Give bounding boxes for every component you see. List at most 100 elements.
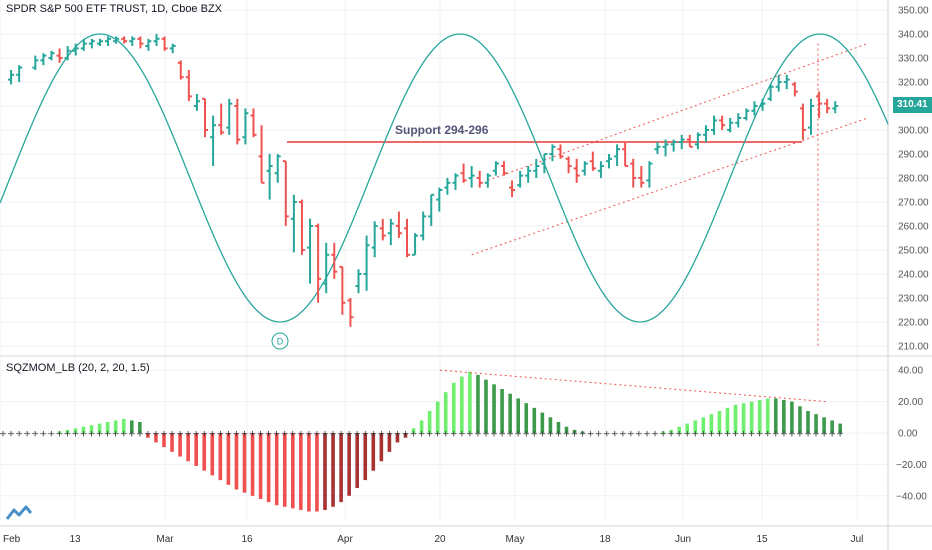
squeeze-dot: + — [740, 430, 748, 440]
squeeze-dot: + — [370, 430, 378, 440]
histogram-bar — [146, 433, 150, 438]
histogram-bar — [323, 433, 327, 510]
histogram-bar — [733, 404, 738, 433]
squeeze-dot: + — [651, 430, 659, 440]
histogram-bar — [790, 401, 794, 433]
squeeze-dot: + — [160, 430, 168, 440]
y-tick-label: 20.00 — [898, 397, 923, 408]
histogram-bar — [226, 433, 231, 485]
squeeze-dot: + — [643, 430, 651, 440]
x-tick-label: Mar — [156, 534, 174, 545]
squeeze-dot: + — [764, 430, 772, 440]
cycle-curve — [0, 33, 889, 323]
histogram-bar — [564, 426, 569, 433]
histogram-bar — [427, 411, 432, 433]
histogram-bar — [121, 418, 126, 433]
squeeze-dot: + — [144, 430, 152, 440]
y-tick-label: −20.00 — [896, 460, 927, 471]
histogram-bar — [452, 382, 456, 433]
histogram-bar — [709, 414, 714, 433]
histogram-bar — [315, 433, 319, 512]
trend-channel-upper — [487, 43, 868, 181]
squeeze-dot: + — [812, 430, 820, 440]
x-tick-label: Jul — [851, 534, 864, 545]
histogram-bar — [443, 392, 448, 433]
histogram-bar — [371, 433, 376, 471]
squeeze-dot: + — [836, 430, 844, 440]
histogram-bar — [186, 433, 190, 462]
histogram-bar — [73, 428, 78, 433]
histogram-bar — [532, 407, 537, 433]
squeeze-dot: + — [780, 430, 788, 440]
squeeze-dot: + — [514, 430, 522, 440]
y-tick-label: 280.00 — [898, 174, 929, 185]
histogram-bar — [765, 398, 770, 433]
squeeze-dot: + — [96, 430, 104, 440]
histogram-bar — [822, 417, 826, 433]
y-tick-label: 260.00 — [898, 222, 929, 233]
squeeze-dot: + — [482, 430, 490, 440]
squeeze-dot: + — [289, 430, 297, 440]
histogram-bar — [258, 433, 263, 499]
squeeze-dot: + — [48, 430, 56, 440]
x-tick-label: 18 — [599, 534, 611, 545]
histogram-bar — [798, 406, 802, 433]
x-tick-label: 13 — [69, 534, 81, 545]
squeeze-dot: + — [683, 430, 691, 440]
tradingview-logo-icon[interactable] — [6, 504, 32, 522]
histogram-bar — [580, 431, 585, 433]
x-tick-label: May — [506, 534, 525, 545]
histogram-bar — [677, 426, 681, 433]
histogram-bar — [661, 431, 665, 433]
histogram-bar — [387, 433, 392, 452]
last-price-badge: 310.41 — [893, 97, 932, 113]
y-tick-label: 250.00 — [898, 246, 929, 257]
y-tick-label: 220.00 — [898, 318, 929, 329]
squeeze-dot: + — [112, 430, 120, 440]
squeeze-dot: + — [700, 430, 708, 440]
squeeze-dot: + — [522, 430, 530, 440]
squeeze-dot: + — [192, 430, 200, 440]
cycle-marker-label: D — [277, 337, 284, 347]
squeeze-dot: + — [321, 430, 329, 440]
support-label: Support 294-296 — [395, 123, 489, 137]
squeeze-dot: + — [217, 430, 225, 440]
histogram-bar — [749, 401, 754, 433]
y-tick-label: 0.00 — [898, 429, 918, 440]
histogram-bar — [65, 429, 70, 433]
squeeze-dot: + — [168, 430, 176, 440]
histogram-bar — [210, 433, 215, 476]
histogram-bar — [830, 420, 834, 433]
squeeze-dot: + — [627, 430, 635, 440]
histogram-bar — [250, 433, 255, 496]
squeeze-dot: + — [305, 430, 313, 440]
histogram-bar — [757, 400, 762, 433]
histogram-bar — [492, 384, 496, 433]
squeeze-dot: + — [104, 430, 112, 440]
histogram-bar — [693, 420, 698, 433]
trend-channel-lower — [471, 117, 868, 256]
squeeze-dot: + — [619, 430, 627, 440]
indicator-title: SQZMOM_LB (20, 2, 20, 1.5) — [6, 362, 150, 374]
squeeze-dot: + — [724, 430, 732, 440]
histogram-bar — [774, 398, 778, 433]
squeeze-dot: + — [386, 430, 394, 440]
histogram-bar — [331, 433, 335, 507]
squeeze-dot: + — [458, 430, 466, 440]
y-tick-label: 240.00 — [898, 270, 929, 281]
histogram-bar — [782, 400, 786, 433]
histogram-bar — [170, 433, 174, 452]
squeeze-dot: + — [15, 430, 23, 440]
histogram-bar — [717, 411, 722, 433]
histogram-bar — [669, 429, 673, 433]
y-tick-label: 330.00 — [898, 54, 929, 65]
histogram-bar — [524, 403, 529, 433]
x-tick-label: 20 — [434, 534, 446, 545]
histogram-bar — [81, 426, 86, 433]
histogram-bar — [242, 433, 247, 493]
squeeze-dot: + — [0, 430, 7, 440]
histogram-bar — [97, 423, 102, 433]
histogram-bar — [154, 433, 158, 443]
squeeze-dot: + — [635, 430, 643, 440]
histogram-bar — [500, 389, 504, 433]
